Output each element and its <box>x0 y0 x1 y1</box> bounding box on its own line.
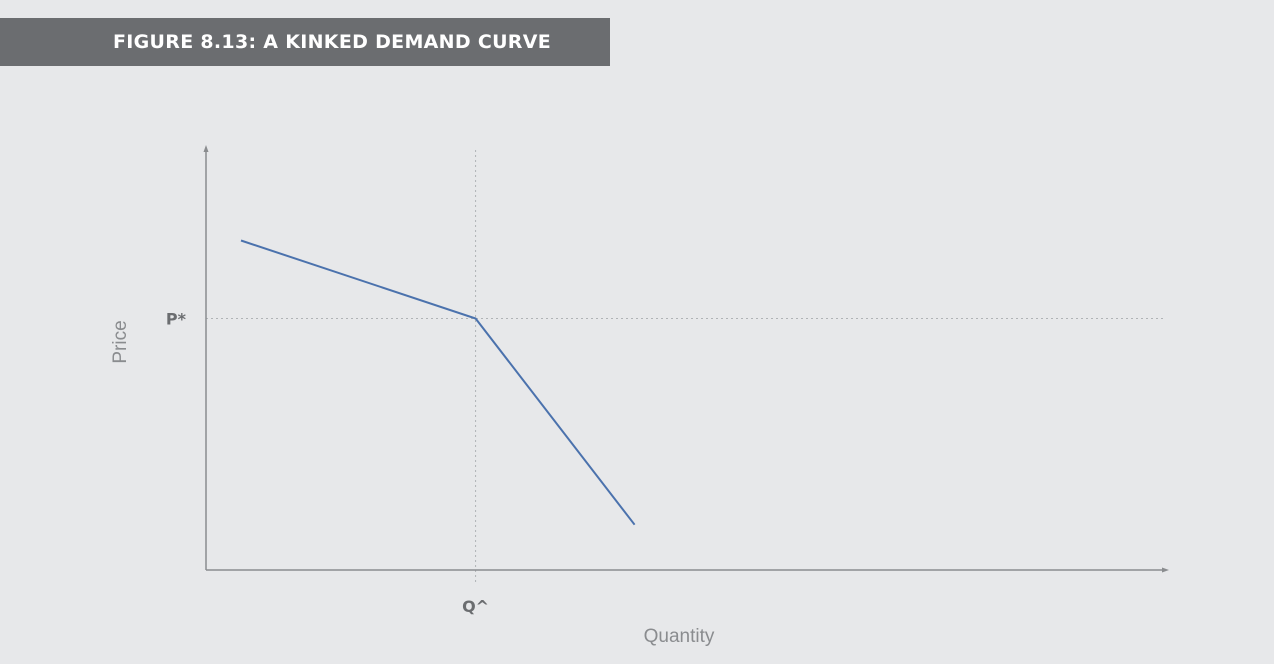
x-axis-arrow-icon <box>1162 567 1169 573</box>
price-tick-label: P* <box>166 310 187 329</box>
x-axis-label: Quantity <box>644 626 715 647</box>
figure-title-bar: FIGURE 8.13: A KINKED DEMAND CURVE <box>0 18 610 66</box>
y-axis-arrow-icon <box>203 145 209 152</box>
quantity-tick-label: Q^ <box>462 597 489 616</box>
y-axis-label: Price <box>110 320 131 363</box>
figure-title: FIGURE 8.13: A KINKED DEMAND CURVE <box>113 31 552 53</box>
demand-curve <box>240 239 636 526</box>
